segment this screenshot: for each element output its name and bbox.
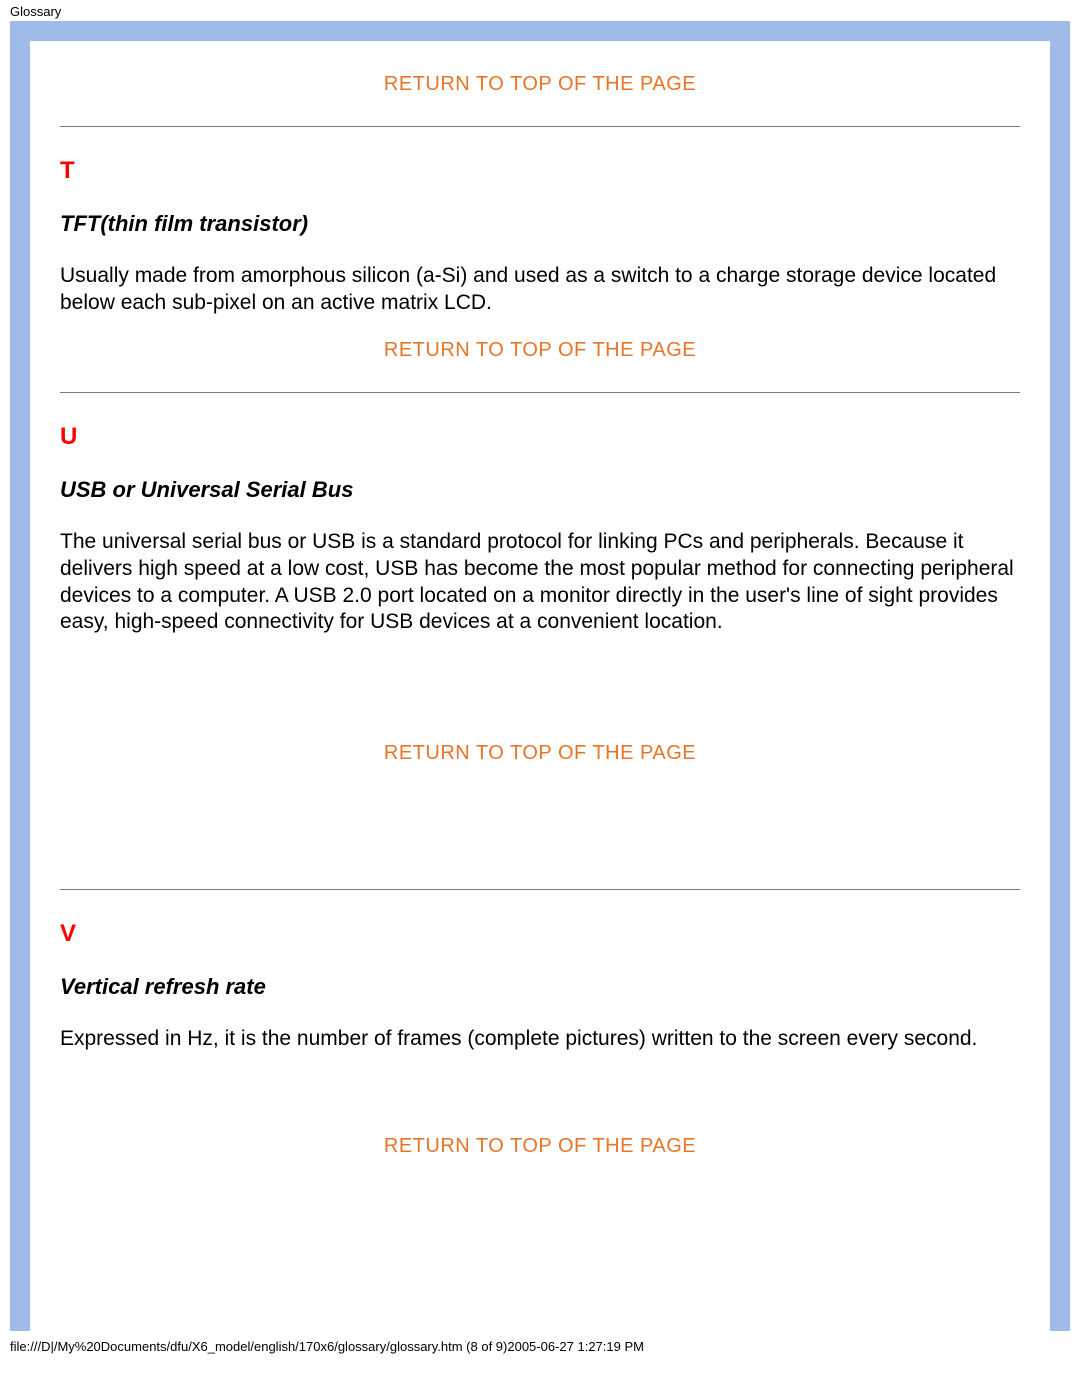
term-body-tft: Usually made from amorphous silicon (a-S… [60,263,1020,317]
spacer [60,656,1020,720]
section-letter-t: T [60,157,1020,185]
spacer [60,1073,1020,1113]
term-body-usb: The universal serial bus or USB is a sta… [60,529,1020,637]
return-to-top-link[interactable]: RETURN TO TOP OF THE PAGE [60,742,1020,765]
return-to-top-link[interactable]: RETURN TO TOP OF THE PAGE [60,339,1020,362]
term-body-vrr: Expressed in Hz, it is the number of fra… [60,1026,1020,1053]
outer-frame: RETURN TO TOP OF THE PAGE T TFT(thin fil… [10,21,1070,1331]
term-title-usb: USB or Universal Serial Bus [60,477,1020,503]
footer-file-path: file:///D|/My%20Documents/dfu/X6_model/e… [0,1331,1080,1364]
section-letter-v: V [60,920,1020,948]
divider [60,392,1020,393]
section-letter-u: U [60,423,1020,451]
return-to-top-link[interactable]: RETURN TO TOP OF THE PAGE [60,73,1020,96]
return-to-top-link[interactable]: RETURN TO TOP OF THE PAGE [60,1135,1020,1158]
page-header-title: Glossary [0,0,1080,21]
term-title-tft: TFT(thin film transistor) [60,211,1020,237]
spacer [60,795,1020,859]
term-title-vrr: Vertical refresh rate [60,974,1020,1000]
page-content: RETURN TO TOP OF THE PAGE T TFT(thin fil… [30,41,1050,1331]
divider [60,889,1020,890]
divider [60,126,1020,127]
